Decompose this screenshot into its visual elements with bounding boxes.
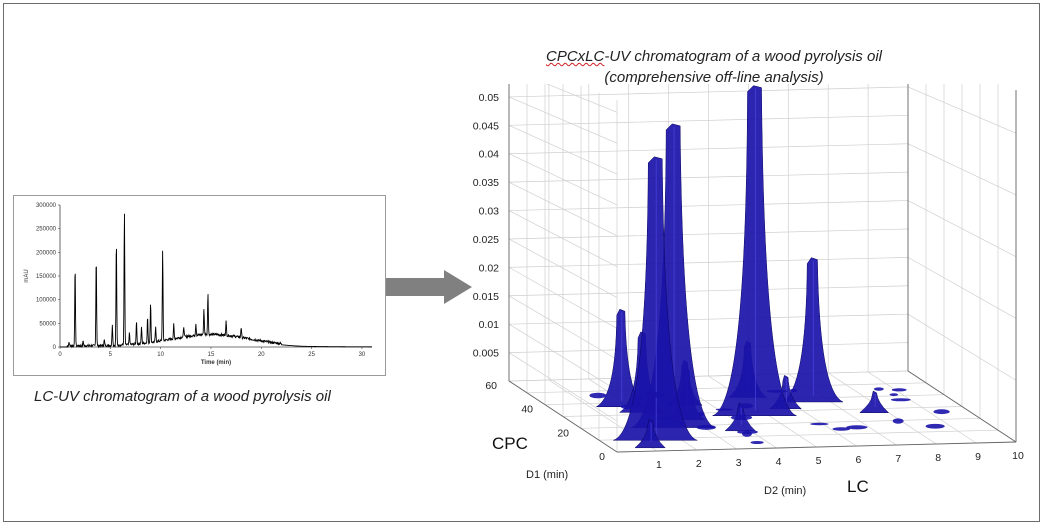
lc-ytick-label: 300000	[36, 203, 57, 209]
lc-ylabel: mAU	[24, 269, 30, 282]
z-tick-label: 0.005	[473, 348, 499, 360]
title-rest: -UV chromatogram of a wood pyrolysis oil	[604, 48, 882, 65]
z-tick-label: 0.035	[473, 177, 499, 189]
x-tick-label: 3	[736, 457, 742, 469]
surface-blob	[643, 391, 665, 398]
surface-blob	[891, 388, 907, 392]
z-tick-label: 0.045	[473, 120, 499, 132]
lc-ytick-label: 150000	[36, 274, 57, 280]
lc-axis-name: LC	[847, 477, 869, 496]
surface-blob	[730, 414, 753, 421]
lc-ytick-label: 100000	[36, 298, 57, 304]
surface-blob	[738, 403, 754, 409]
lc-ytick-label: 0	[53, 345, 57, 351]
surface-peak	[613, 156, 698, 441]
lc-chart-panel: 0 50000 100000 150000 200000 250000 300000 0 5 1…	[13, 195, 386, 376]
surface-blob	[698, 412, 705, 416]
surface-blob	[696, 424, 716, 430]
figure-frame: 0 50000 100000 150000 200000 250000 300000 0 5 1…	[3, 3, 1040, 522]
surface-blob	[810, 422, 829, 426]
y-tick-label: 20	[557, 427, 569, 439]
surface-peak	[859, 390, 890, 413]
lc-xtick-label: 0	[58, 352, 62, 358]
lc-xtick-label: 15	[208, 352, 215, 358]
surface-blob	[658, 417, 674, 420]
lc-xtick-label: 30	[359, 352, 366, 358]
z-tick-label: 0.04	[479, 149, 500, 161]
surface-blob	[620, 404, 635, 409]
surface-blob	[832, 427, 851, 431]
lc-xtick-label: 20	[258, 352, 265, 358]
surface-peak	[634, 418, 666, 449]
surface-subtitle: (comprehensive off-line analysis)	[604, 69, 824, 86]
lc-chart-svg: 0 50000 100000 150000 200000 250000 300000 0 5 1…	[24, 203, 372, 366]
lc-xtick-label: 25	[308, 352, 315, 358]
x-tick-label: 10	[1012, 450, 1024, 462]
surface-blob	[589, 392, 607, 399]
z-tick-label: 0.05	[479, 92, 500, 104]
lc-ytick-label: 200000	[36, 250, 57, 256]
surface-blob	[846, 425, 868, 430]
x-tick-label: 1	[656, 459, 662, 471]
z-tick-label: 0.025	[473, 234, 499, 246]
y-tick-label: 0	[599, 451, 605, 463]
y-tick-label: 40	[521, 404, 533, 416]
x-tick-label: 4	[776, 456, 782, 468]
lc-ytick-label: 50000	[39, 321, 56, 327]
surface-blob	[635, 395, 645, 401]
surface-blob	[790, 388, 798, 393]
lc-xlabel: Time (min)	[201, 360, 231, 366]
d2-axis-label: D2 (min)	[764, 485, 806, 497]
surface-blob	[742, 431, 752, 437]
z-tick-label: 0.02	[479, 262, 500, 274]
cpc-axis-name: CPC	[492, 434, 528, 453]
surface-blob	[925, 423, 945, 429]
lc-ytick-label: 250000	[36, 227, 57, 233]
surface-blob	[873, 387, 884, 391]
z-tick-label: 0.03	[479, 206, 500, 218]
surface-blob	[766, 389, 788, 393]
surface-blob	[679, 421, 686, 426]
surface-chart-svg: 0.005 0.01 0.015 0.02 0.025 0.03 0.035 0.04 0.04…	[473, 84, 1024, 497]
arrow-right-icon	[386, 270, 472, 304]
x-tick-label: 6	[855, 454, 861, 466]
x-tick-label: 7	[895, 453, 901, 465]
x-tick-label: 5	[816, 455, 822, 467]
surface-title: CPCxLC-UV chromatogram of a wood pyrolys…	[474, 46, 954, 88]
surface-blob	[750, 440, 764, 445]
x-tick-label: 2	[696, 458, 702, 470]
surface-blob	[890, 398, 911, 402]
surface-peak	[781, 257, 844, 403]
z-tick-label: 0.015	[473, 291, 499, 303]
surface-blob	[889, 393, 899, 397]
title-cpcxlc: CPCxLC	[546, 48, 605, 65]
x-tick-label: 8	[935, 452, 941, 464]
lc-xtick-label: 5	[109, 352, 113, 358]
x-tick-label: 9	[975, 451, 981, 463]
lc-xtick-label: 10	[157, 352, 164, 358]
surface-blob	[715, 408, 733, 411]
surface-blob	[933, 409, 950, 415]
surface-peak	[712, 85, 797, 416]
d1-axis-label: D1 (min)	[526, 469, 568, 481]
surface-blob	[892, 418, 904, 424]
z-tick-label: 0.01	[479, 319, 500, 331]
y-tick-label: 60	[485, 380, 497, 392]
lc-caption: LC-UV chromatogram of a wood pyrolysis o…	[34, 388, 331, 405]
lc-trace-line	[60, 213, 372, 349]
